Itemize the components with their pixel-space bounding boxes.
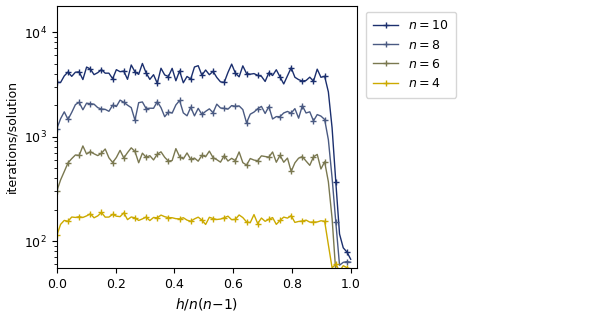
$n = 10$ bbox=[347, 257, 354, 261]
$n = 8$ bbox=[232, 104, 239, 108]
$n = 10$ bbox=[236, 75, 243, 79]
$n = 10$ bbox=[317, 75, 324, 79]
$n = 6$ bbox=[53, 189, 61, 193]
$n = 8$ bbox=[247, 112, 254, 116]
$n = 4$ bbox=[236, 213, 243, 217]
$n = 6$ bbox=[347, 267, 354, 271]
$n = 4$ bbox=[187, 219, 194, 223]
X-axis label: $h/n(n{-}1)$: $h/n(n{-}1)$ bbox=[175, 296, 238, 313]
$n = 8$ bbox=[317, 114, 324, 118]
$n = 6$ bbox=[343, 272, 350, 276]
$n = 6$ bbox=[236, 150, 243, 154]
$n = 10$ bbox=[258, 74, 265, 78]
$n = 8$ bbox=[336, 263, 343, 267]
$n = 10$ bbox=[187, 77, 194, 81]
$n = 4$ bbox=[258, 216, 265, 220]
$n = 10$ bbox=[139, 62, 146, 66]
$n = 8$ bbox=[347, 260, 354, 264]
$n = 4$ bbox=[336, 269, 343, 273]
Line: $n = 6$: $n = 6$ bbox=[54, 143, 353, 276]
$n = 6$ bbox=[317, 167, 324, 171]
Y-axis label: iterations/solution: iterations/solution bbox=[5, 80, 18, 193]
$n = 8$ bbox=[53, 127, 61, 131]
$n = 6$ bbox=[80, 144, 87, 148]
$n = 4$ bbox=[53, 233, 61, 237]
$n = 4$ bbox=[347, 267, 354, 271]
$n = 10$ bbox=[53, 80, 61, 84]
$n = 10$ bbox=[232, 71, 239, 75]
Legend: $n = 10$, $n = 8$, $n = 6$, $n = 4$: $n = 10$, $n = 8$, $n = 6$, $n = 4$ bbox=[366, 12, 456, 98]
$n = 4$ bbox=[232, 218, 239, 221]
$n = 8$ bbox=[187, 105, 194, 109]
$n = 8$ bbox=[258, 105, 265, 108]
$n = 4$ bbox=[247, 221, 254, 225]
$n = 8$ bbox=[236, 104, 243, 108]
$n = 6$ bbox=[258, 154, 265, 158]
$n = 10$ bbox=[247, 72, 254, 76]
$n = 4$ bbox=[317, 219, 324, 223]
$n = 6$ bbox=[187, 157, 194, 161]
$n = 4$ bbox=[98, 211, 105, 214]
$n = 8$ bbox=[116, 98, 124, 102]
Line: $n = 10$: $n = 10$ bbox=[54, 61, 353, 262]
Line: $n = 4$: $n = 4$ bbox=[54, 210, 353, 274]
$n = 6$ bbox=[232, 159, 239, 162]
Line: $n = 8$: $n = 8$ bbox=[54, 97, 353, 268]
$n = 6$ bbox=[247, 157, 254, 161]
